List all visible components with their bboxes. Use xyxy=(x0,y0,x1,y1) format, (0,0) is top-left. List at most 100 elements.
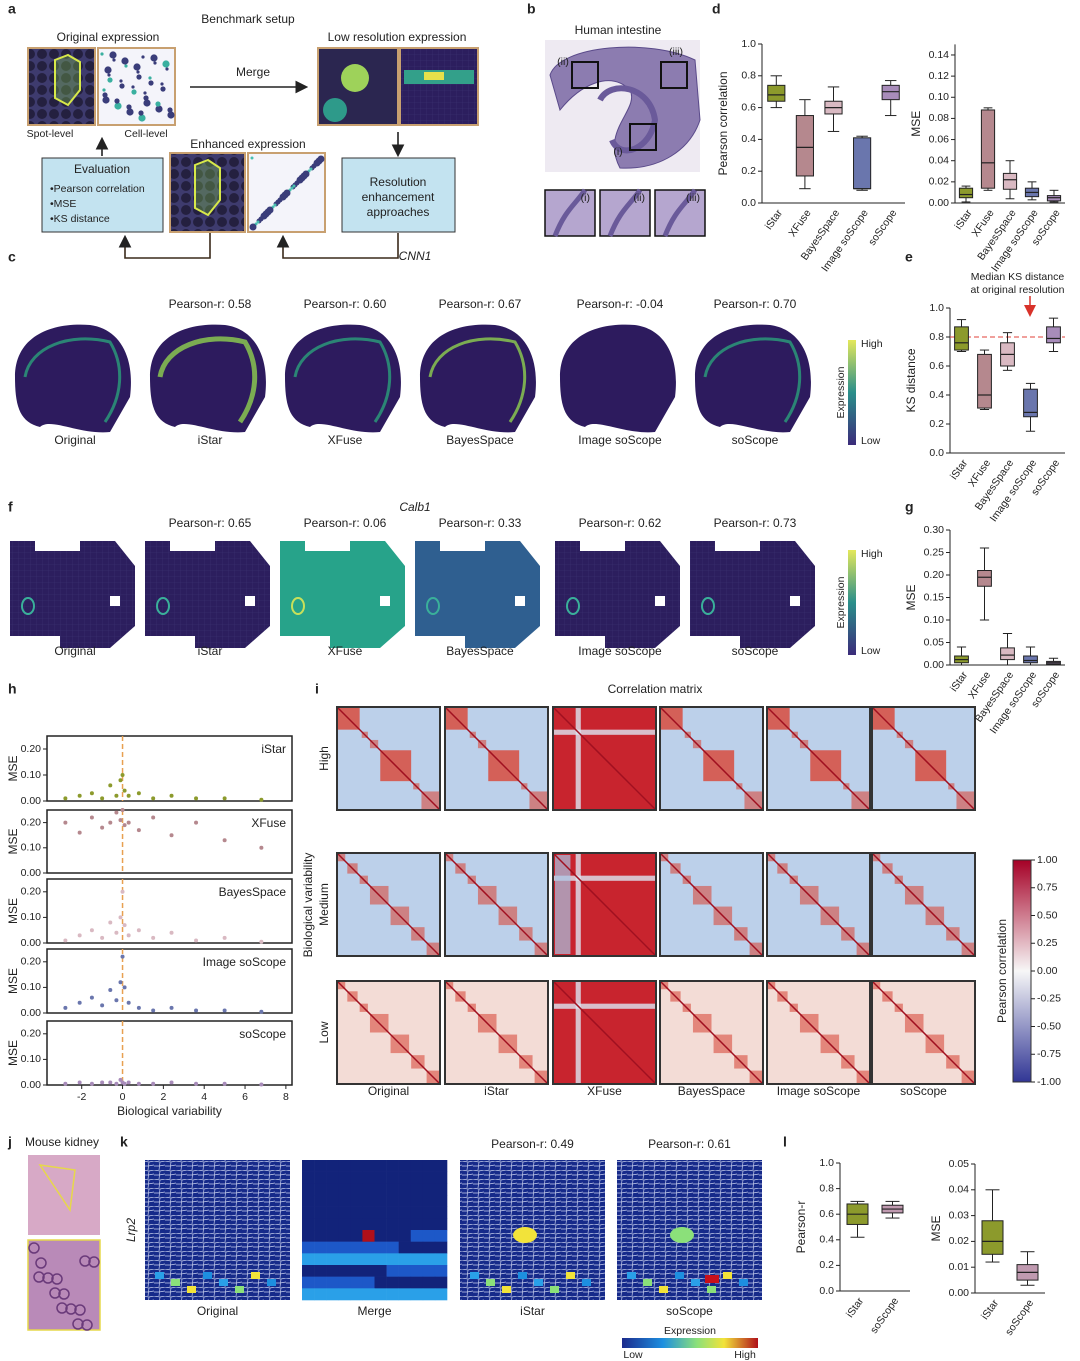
x-tick-label: iStar xyxy=(763,207,786,232)
metric: •KS distance xyxy=(50,213,110,225)
tissue-gap xyxy=(790,596,800,606)
merge-cell xyxy=(302,1160,315,1172)
method-label: iStar xyxy=(198,644,223,658)
merge-cell xyxy=(362,1276,375,1289)
box xyxy=(767,84,786,102)
y-tick-label: 0.10 xyxy=(21,842,42,854)
matrix-diagonal xyxy=(871,852,976,957)
merge-cell xyxy=(434,1218,448,1231)
point xyxy=(259,1009,264,1014)
merge-cell xyxy=(434,1241,448,1254)
x-tick-label: 4 xyxy=(201,1091,207,1103)
panel-letter: e xyxy=(905,249,913,265)
merge-cell xyxy=(434,1230,448,1242)
cell-dot xyxy=(249,223,257,231)
merge-cell xyxy=(434,1288,448,1301)
tissue xyxy=(549,46,701,169)
cell-image xyxy=(97,47,176,126)
cell-dot xyxy=(313,161,319,167)
point xyxy=(126,793,131,798)
y-tick-label: 1.00 xyxy=(1037,854,1058,866)
expression-band xyxy=(703,337,802,423)
y-tick-label: 0.10 xyxy=(21,1053,42,1065)
cell-dot xyxy=(102,88,106,92)
cell-dot xyxy=(119,83,125,89)
tissue-gap xyxy=(35,541,80,551)
colorbar-high: High xyxy=(861,338,883,350)
matrix-diagonal xyxy=(336,852,441,957)
pearson-label: Pearson-r: 0.60 xyxy=(304,297,387,311)
point xyxy=(77,793,82,798)
subtitle: Low resolution expression xyxy=(328,30,467,44)
matrix-diagonal xyxy=(552,852,657,957)
hot-cell xyxy=(235,1286,244,1293)
point xyxy=(122,923,127,928)
hot-spot xyxy=(513,1227,537,1243)
cell-dot xyxy=(279,195,285,201)
y-tick-label: 0.00 xyxy=(1037,965,1058,977)
pearson-label: Pearson-r: 0.33 xyxy=(439,516,522,530)
merge-cell xyxy=(362,1195,375,1207)
tissue-map xyxy=(145,541,270,648)
merge-cell xyxy=(302,1265,315,1277)
cell-dot xyxy=(126,104,132,110)
pearson-label: Pearson-r: 0.06 xyxy=(304,516,387,530)
enh-image xyxy=(169,152,246,233)
kidney-texture xyxy=(58,1288,70,1300)
merge-cell xyxy=(350,1265,363,1277)
merge-cell xyxy=(350,1171,363,1184)
box xyxy=(980,109,996,189)
matrix-frame xyxy=(871,852,976,957)
merge-cell xyxy=(350,1218,363,1231)
matrix-frame xyxy=(552,980,657,1085)
method-label: Image soScope xyxy=(578,433,662,447)
hot-cell xyxy=(171,1279,180,1286)
merge-cell xyxy=(374,1183,387,1196)
merge-cell xyxy=(386,1218,399,1231)
y-tick-label: 0.01 xyxy=(949,1261,970,1273)
point xyxy=(136,928,141,933)
k-col-label: Original xyxy=(197,1304,238,1318)
method-label: Image soScope xyxy=(578,644,662,658)
merge-cell xyxy=(302,1171,315,1184)
matrix-diagonal xyxy=(871,706,976,811)
y-tick-label: 0.00 xyxy=(21,937,42,949)
setup-title: Benchmark setup xyxy=(201,12,295,26)
point xyxy=(100,796,105,801)
y-tick-label: 0.00 xyxy=(21,1079,42,1091)
merge-hot xyxy=(362,1230,375,1242)
merge-cell xyxy=(374,1171,387,1184)
point xyxy=(63,1081,68,1086)
inset-label: (iii) xyxy=(686,192,700,204)
merge-cell xyxy=(410,1265,424,1277)
cell-dot xyxy=(100,52,104,56)
cell-dot xyxy=(136,74,142,80)
method-label: XFuse xyxy=(587,1084,622,1098)
y-tick-label: 0.20 xyxy=(21,886,42,898)
cell-dot xyxy=(150,54,158,62)
point xyxy=(89,928,94,933)
point xyxy=(100,935,105,940)
merge-cell xyxy=(326,1160,339,1172)
merge-cell xyxy=(434,1171,448,1184)
y-tick-label: 1.0 xyxy=(929,302,944,314)
matrix-frame xyxy=(659,706,764,811)
method-label: iStar xyxy=(198,433,223,447)
matrix-frame xyxy=(336,980,441,1085)
roi-label: (i) xyxy=(613,146,622,158)
cell-dot xyxy=(136,70,140,74)
point xyxy=(100,1080,105,1085)
approach-box xyxy=(341,157,456,233)
pearson-label: Pearson-r: 0.61 xyxy=(648,1137,731,1151)
connector xyxy=(118,233,211,259)
merge-cell xyxy=(326,1206,339,1219)
cell-dot xyxy=(124,64,128,68)
y-tick-label: 0.2 xyxy=(929,418,944,430)
matrix-diagonal xyxy=(444,706,549,811)
merge-cell xyxy=(314,1171,327,1184)
merge-cell xyxy=(350,1230,363,1242)
x-tick-label: iStar xyxy=(948,457,971,482)
merge-cell xyxy=(362,1253,375,1266)
point xyxy=(222,796,227,801)
tissue-map xyxy=(555,541,680,648)
